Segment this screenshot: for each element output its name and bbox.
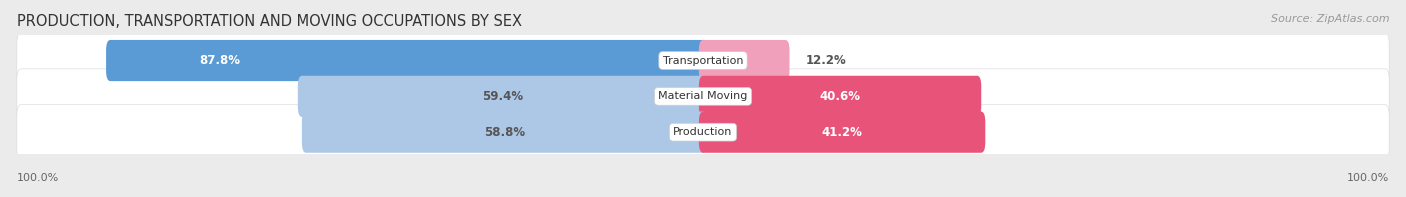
FancyBboxPatch shape [17,69,1389,124]
Text: 59.4%: 59.4% [482,90,523,103]
FancyBboxPatch shape [302,112,707,153]
FancyBboxPatch shape [17,105,1389,160]
Text: 41.2%: 41.2% [821,126,862,139]
Text: 100.0%: 100.0% [1347,173,1389,183]
Text: 40.6%: 40.6% [820,90,860,103]
Text: 87.8%: 87.8% [200,54,240,67]
Text: Production: Production [673,127,733,137]
FancyBboxPatch shape [105,40,707,81]
FancyBboxPatch shape [699,112,986,153]
Text: 100.0%: 100.0% [17,173,59,183]
FancyBboxPatch shape [699,40,790,81]
FancyBboxPatch shape [17,33,1389,88]
Text: 58.8%: 58.8% [484,126,524,139]
Text: Material Moving: Material Moving [658,91,748,101]
Text: 12.2%: 12.2% [806,54,846,67]
Text: PRODUCTION, TRANSPORTATION AND MOVING OCCUPATIONS BY SEX: PRODUCTION, TRANSPORTATION AND MOVING OC… [17,14,522,29]
Text: Source: ZipAtlas.com: Source: ZipAtlas.com [1271,14,1389,24]
FancyBboxPatch shape [699,76,981,117]
FancyBboxPatch shape [298,76,707,117]
Text: Transportation: Transportation [662,56,744,66]
